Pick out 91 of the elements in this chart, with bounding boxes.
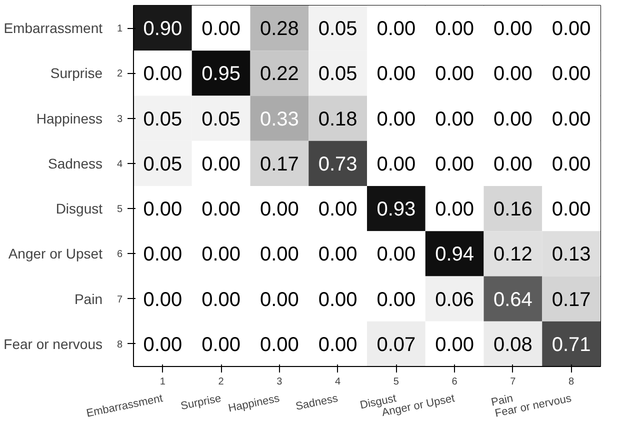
data-label: 0.00 bbox=[435, 198, 474, 221]
data-label: 0.00 bbox=[376, 63, 416, 86]
data-label: 0.17 bbox=[552, 288, 591, 311]
y-tick-label: 1 bbox=[116, 24, 123, 35]
y2-tick-label: Surprise bbox=[50, 65, 103, 82]
data-label: 0.00 bbox=[552, 108, 591, 130]
data-label: 0.71 bbox=[552, 334, 591, 356]
data-label: 0.00 bbox=[552, 198, 591, 221]
data-label: 0.00 bbox=[260, 334, 299, 356]
data-label: 0.00 bbox=[260, 198, 299, 221]
data-label: 0.00 bbox=[318, 334, 358, 356]
y2-tick-label: Fear or nervous bbox=[4, 336, 103, 352]
data-label: 0.00 bbox=[435, 18, 474, 40]
data-label: 0.00 bbox=[318, 244, 358, 266]
data-label: 0.00 bbox=[435, 153, 474, 176]
data-label: 0.00 bbox=[435, 108, 474, 130]
data-label: 0.05 bbox=[143, 153, 182, 176]
data-label: 0.00 bbox=[143, 63, 182, 86]
data-label: 0.17 bbox=[260, 153, 299, 176]
data-label: 0.00 bbox=[143, 198, 182, 221]
data-label: 0.00 bbox=[202, 334, 241, 356]
data-label: 0.13 bbox=[552, 244, 591, 266]
data-label: 0.12 bbox=[493, 244, 532, 266]
data-label: 0.00 bbox=[143, 288, 182, 311]
x-tick-label: 7 bbox=[510, 376, 516, 388]
data-label: 0.00 bbox=[318, 288, 358, 311]
data-label: 0.00 bbox=[493, 18, 532, 40]
data-label: 0.95 bbox=[202, 63, 241, 86]
text: Surprise bbox=[180, 392, 222, 413]
data-label: 0.00 bbox=[202, 18, 241, 40]
x-tick-label: 3 bbox=[276, 376, 283, 388]
data-label: 0.00 bbox=[202, 288, 241, 311]
data-label: 0.00 bbox=[376, 18, 416, 40]
y-tick-label: 5 bbox=[116, 204, 123, 216]
data-label: 0.00 bbox=[435, 63, 474, 86]
data-label: 0.00 bbox=[260, 244, 299, 266]
x-tick-label: 4 bbox=[335, 376, 342, 388]
data-label: 0.08 bbox=[493, 334, 532, 356]
data-label: 0.73 bbox=[318, 153, 358, 176]
data-label: 0.00 bbox=[376, 244, 416, 266]
y2-tick-label: Disgust bbox=[56, 200, 103, 217]
y-tick-label: 3 bbox=[116, 114, 123, 125]
y-tick-label: 4 bbox=[116, 158, 123, 170]
data-label: 0.00 bbox=[493, 153, 532, 176]
x-tick-label: 5 bbox=[393, 376, 400, 388]
data-label: 0.22 bbox=[260, 63, 299, 86]
data-label: 0.28 bbox=[260, 18, 299, 40]
y-tick-label: 6 bbox=[116, 249, 123, 260]
data-label: 0.00 bbox=[202, 153, 241, 176]
data-label: 0.00 bbox=[493, 63, 532, 86]
data-label: 0.18 bbox=[318, 108, 358, 130]
data-label: 0.05 bbox=[318, 18, 358, 40]
data-label: 0.00 bbox=[435, 334, 474, 356]
data-label: 0.00 bbox=[376, 288, 416, 311]
x-tick-label: 8 bbox=[568, 376, 575, 388]
data-label: 0.00 bbox=[202, 198, 241, 221]
y-tick-label: 7 bbox=[116, 294, 123, 306]
y2-tick-label: Pain bbox=[74, 290, 103, 307]
y-tick-label: 8 bbox=[116, 339, 123, 350]
y-tick-label: 2 bbox=[116, 68, 123, 80]
data-label: 0.94 bbox=[435, 244, 474, 266]
data-label: 0.05 bbox=[202, 108, 241, 130]
y2-tick-label: Embarrassment bbox=[4, 20, 103, 36]
data-label: 0.00 bbox=[552, 63, 591, 86]
text: Sadness bbox=[294, 392, 340, 413]
data-label: 0.06 bbox=[435, 288, 474, 311]
data-label: 0.07 bbox=[376, 334, 416, 356]
data-label: 0.93 bbox=[376, 198, 416, 221]
text: Happiness bbox=[227, 392, 282, 415]
y2-tick-label: Anger or Upset bbox=[8, 246, 103, 262]
data-label: 0.00 bbox=[202, 244, 241, 266]
y2-tick-label: Happiness bbox=[36, 110, 103, 126]
data-label: 0.16 bbox=[493, 198, 532, 221]
data-label: 0.64 bbox=[493, 288, 532, 311]
data-label: 0.00 bbox=[376, 153, 416, 176]
x-tick-label: 2 bbox=[218, 376, 224, 388]
data-label: 0.00 bbox=[318, 198, 358, 221]
data-label: 0.90 bbox=[143, 18, 182, 40]
data-label: 0.05 bbox=[143, 108, 182, 130]
data-label: 0.05 bbox=[318, 63, 358, 86]
data-label: 0.00 bbox=[143, 334, 182, 356]
data-label: 0.00 bbox=[260, 288, 299, 311]
data-label: 0.00 bbox=[143, 244, 182, 266]
data-label: 0.33 bbox=[260, 108, 299, 130]
x-tick-label: 6 bbox=[452, 376, 458, 388]
x-tick-label: 1 bbox=[160, 376, 166, 388]
data-label: 0.00 bbox=[552, 153, 591, 176]
data-label: 0.00 bbox=[552, 18, 591, 40]
data-label: 0.00 bbox=[376, 108, 416, 130]
data-label: 0.00 bbox=[493, 108, 532, 130]
y2-tick-label: Sadness bbox=[48, 155, 102, 172]
